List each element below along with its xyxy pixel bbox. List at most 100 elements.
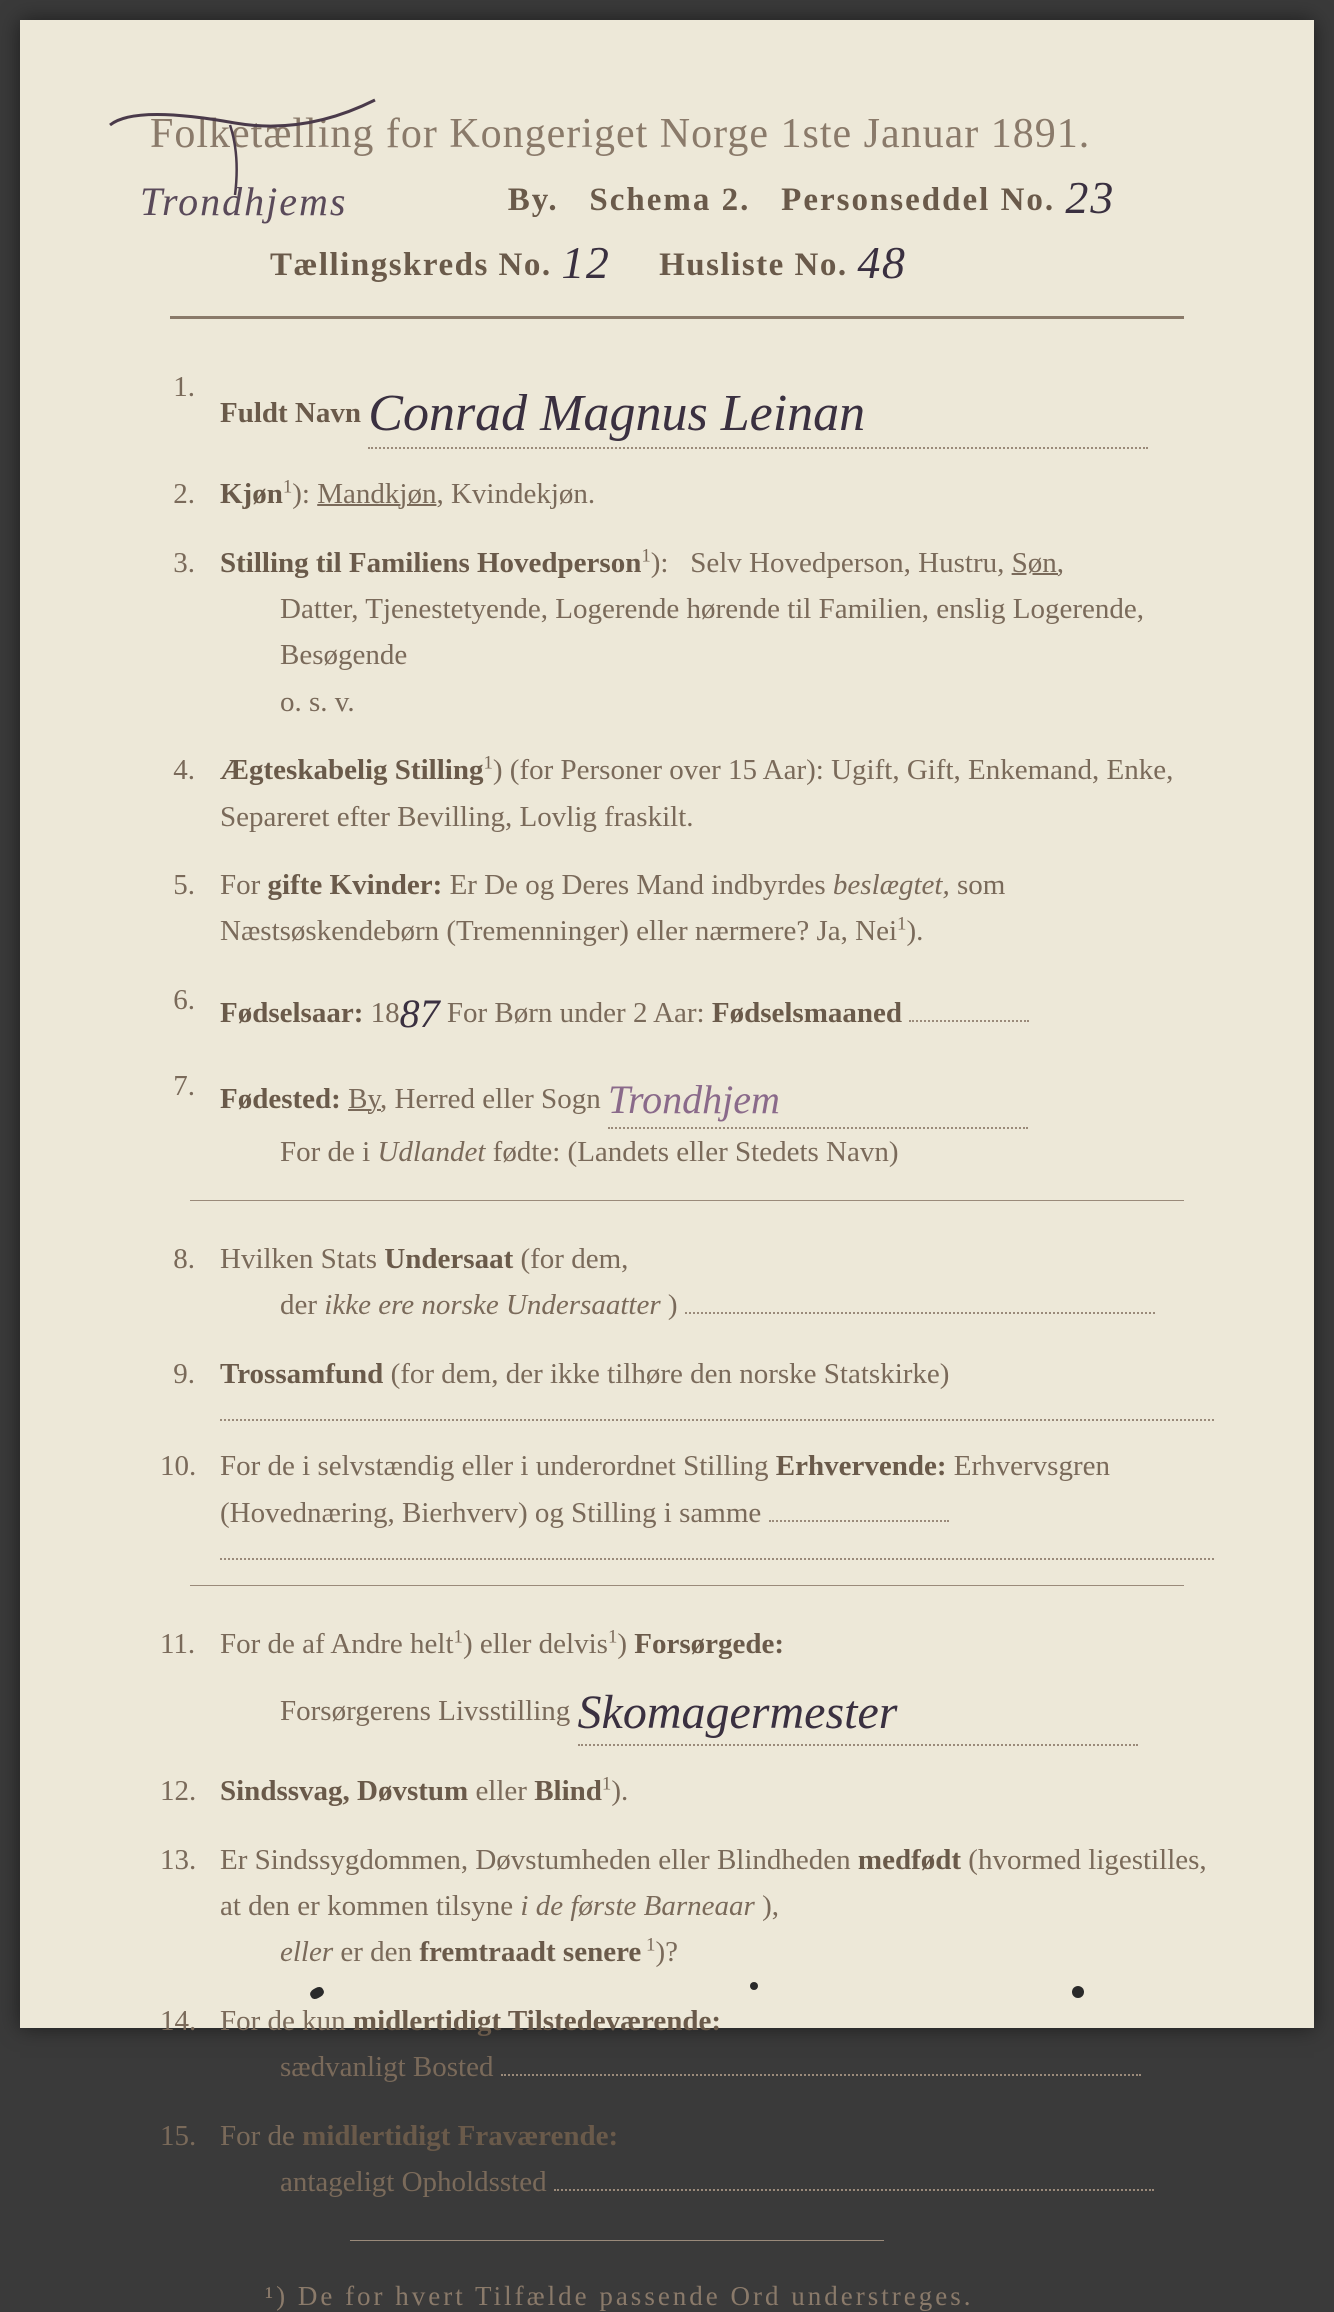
q7-text3: fødte: (Landets eller Stedets Navn) xyxy=(493,1136,899,1168)
q8-line2: der ikke ere norske Undersaatter ) xyxy=(280,1282,1214,1328)
relation-opts2: Datter, Tjenestetyende, Logerende hørend… xyxy=(280,586,1214,679)
q11-line2: Forsørgerens Livsstilling Skomagermester xyxy=(280,1667,1214,1746)
q13-bold2: fremtraadt senere xyxy=(419,1936,641,1968)
item-content: For gifte Kvinder: Er De og Deres Mand i… xyxy=(220,862,1214,955)
husliste-label: Husliste No. xyxy=(659,247,848,283)
year-prefix: 18 xyxy=(371,997,400,1029)
item-content: Hvilken Stats Undersaat (for dem, der ik… xyxy=(220,1236,1214,1329)
item-content: Fødselsaar: 1887 For Børn under 2 Aar: F… xyxy=(220,977,1214,1041)
divider-top xyxy=(170,316,1184,319)
item-11: 11. For de af Andre helt1) eller delvis1… xyxy=(160,1621,1214,1746)
divider-bottom xyxy=(350,2240,884,2241)
birthmonth-field xyxy=(909,1020,1029,1022)
footnote-text: ¹) De for hvert Tilfælde passende Ord un… xyxy=(265,2281,1214,2312)
item-number: 4. xyxy=(160,747,220,793)
item-content: Kjøn1): Mandkjøn, Kvindekjøn. xyxy=(220,471,1214,517)
kreds-label: Tællingskreds No. xyxy=(270,247,552,283)
supporter-value: Skomagermester xyxy=(578,1686,898,1739)
q8-ital: ikke ere norske Undersaatter xyxy=(324,1289,660,1321)
q5-text: Er De og Deres Mand indbyrdes xyxy=(450,869,833,901)
item-content: Sindssvag, Døvstum eller Blind1). xyxy=(220,1768,1214,1814)
q8-text4: ) xyxy=(668,1289,678,1321)
header-row-3: Tællingskreds No. 12 Husliste No. 48 xyxy=(270,233,1214,286)
name-field: Conrad Magnus Leinan xyxy=(368,364,1148,449)
city-value: Trondhjems xyxy=(140,179,347,224)
item-number: 8. xyxy=(160,1236,220,1282)
item-15: 15. For de midlertidigt Fraværende: anta… xyxy=(160,2113,1214,2206)
religion-field xyxy=(220,1419,1214,1421)
q7-text: Herred eller Sogn xyxy=(395,1083,601,1115)
q7-ital: Udlandet xyxy=(377,1136,485,1168)
q5-prefix: For xyxy=(220,869,268,901)
husliste-number: 48 xyxy=(857,237,906,288)
person-label: Personseddel No. xyxy=(781,182,1055,218)
q13-text4: er den xyxy=(340,1936,419,1968)
item-number: 15. xyxy=(160,2113,220,2159)
label-married-women: gifte Kvinder: xyxy=(268,869,443,901)
item-number: 3. xyxy=(160,540,220,586)
name-value: Conrad Magnus Leinan xyxy=(368,385,865,442)
item-number: 10. xyxy=(160,1443,220,1489)
item-9: 9. Trossamfund (for dem, der ikke tilhør… xyxy=(160,1351,1214,1421)
q11-text: For de af Andre helt xyxy=(220,1628,454,1660)
label-fullname: Fuldt Navn xyxy=(220,397,361,429)
divider-mid2 xyxy=(190,1585,1184,1586)
city-label: By. xyxy=(508,182,559,218)
label-relation: Stilling til Familiens Hovedperson xyxy=(220,547,641,579)
item-content: For de kun midlertidigt Tilstedeværende:… xyxy=(220,1998,1214,2091)
occupation-field1 xyxy=(769,1520,949,1522)
item-2: 2. Kjøn1): Mandkjøn, Kvindekjøn. xyxy=(160,471,1214,517)
relation-selected: Søn, xyxy=(1012,547,1064,579)
relation-osv: o. s. v. xyxy=(280,679,1214,725)
birthplace-value: Trondhjem xyxy=(608,1077,780,1122)
item-number: 14. xyxy=(160,1998,220,2044)
item-content: Er Sindssygdommen, Døvstumheden eller Bl… xyxy=(220,1837,1214,1976)
item-number: 2. xyxy=(160,471,220,517)
header-row-2: Trondhjems By. Schema 2. Personseddel No… xyxy=(290,168,1214,221)
q13-bold: medfødt xyxy=(858,1844,961,1876)
q13-line3: eller er den fremtraadt senere 1)? xyxy=(280,1929,1214,1975)
item-content: For de af Andre helt1) eller delvis1) Fo… xyxy=(220,1621,1214,1746)
q8-text: Hvilken Stats xyxy=(220,1243,384,1275)
label-tilstede: midlertidigt Tilstedeværende: xyxy=(353,2005,721,2037)
sex-selected: Mandkjøn xyxy=(317,478,436,510)
q8-text3: der xyxy=(280,1289,324,1321)
label-sex: Kjøn xyxy=(220,478,283,510)
ophold-field xyxy=(554,2189,1154,2191)
q10-text: For de i selvstændig eller i underordnet… xyxy=(220,1450,776,1482)
item-number: 5. xyxy=(160,862,220,908)
person-number: 23 xyxy=(1065,172,1115,223)
q12-text: eller xyxy=(475,1775,534,1807)
q7-line2: For de i Udlandet fødte: (Landets eller … xyxy=(280,1129,1214,1175)
q14-text2: sædvanligt Bosted xyxy=(280,2051,493,2083)
item-12: 12. Sindssvag, Døvstum eller Blind1). xyxy=(160,1768,1214,1814)
item-content: Trossamfund (for dem, der ikke tilhøre d… xyxy=(220,1351,1214,1421)
bosted-field xyxy=(501,2074,1141,2076)
q15-text2: antageligt Opholdssted xyxy=(280,2166,547,2198)
label-occupation: Erhvervende: xyxy=(776,1450,947,1482)
label-birthplace: Fødested: xyxy=(220,1083,341,1115)
q15-line2: antageligt Opholdssted xyxy=(280,2159,1214,2205)
item-content: For de midlertidigt Fraværende: antageli… xyxy=(220,2113,1214,2206)
supporter-field: Skomagermester xyxy=(578,1667,1138,1746)
ink-spot xyxy=(750,1982,758,1990)
birthplace-field: Trondhjem xyxy=(608,1063,1028,1129)
label-marital: Ægteskabelig Stilling xyxy=(220,754,483,786)
item-14: 14. For de kun midlertidigt Tilstedevære… xyxy=(160,1998,1214,2091)
q6-text2: For Børn under 2 Aar: xyxy=(447,997,712,1029)
item-content: For de i selvstændig eller i underordnet… xyxy=(220,1443,1214,1560)
label-blind: Blind xyxy=(534,1775,602,1807)
item-content: Fødested: By, Herred eller Sogn Trondhje… xyxy=(220,1063,1214,1175)
item-number: 6. xyxy=(160,977,220,1023)
item-content: Fuldt Navn Conrad Magnus Leinan xyxy=(220,364,1214,449)
item-13: 13. Er Sindssygdommen, Døvstumheden elle… xyxy=(160,1837,1214,1976)
item-number: 11. xyxy=(160,1621,220,1667)
q11-text2: eller delvis xyxy=(480,1628,608,1660)
q13-text: Er Sindssygdommen, Døvstumheden eller Bl… xyxy=(220,1844,858,1876)
label-birthyear: Fødselsaar: xyxy=(220,997,363,1029)
q5-ital: beslægtet, xyxy=(833,869,950,901)
item-8: 8. Hvilken Stats Undersaat (for dem, der… xyxy=(160,1236,1214,1329)
item-7: 7. Fødested: By, Herred eller Sogn Trond… xyxy=(160,1063,1214,1175)
item-3: 3. Stilling til Familiens Hovedperson1):… xyxy=(160,540,1214,726)
q13-ital2: eller xyxy=(280,1936,333,1968)
